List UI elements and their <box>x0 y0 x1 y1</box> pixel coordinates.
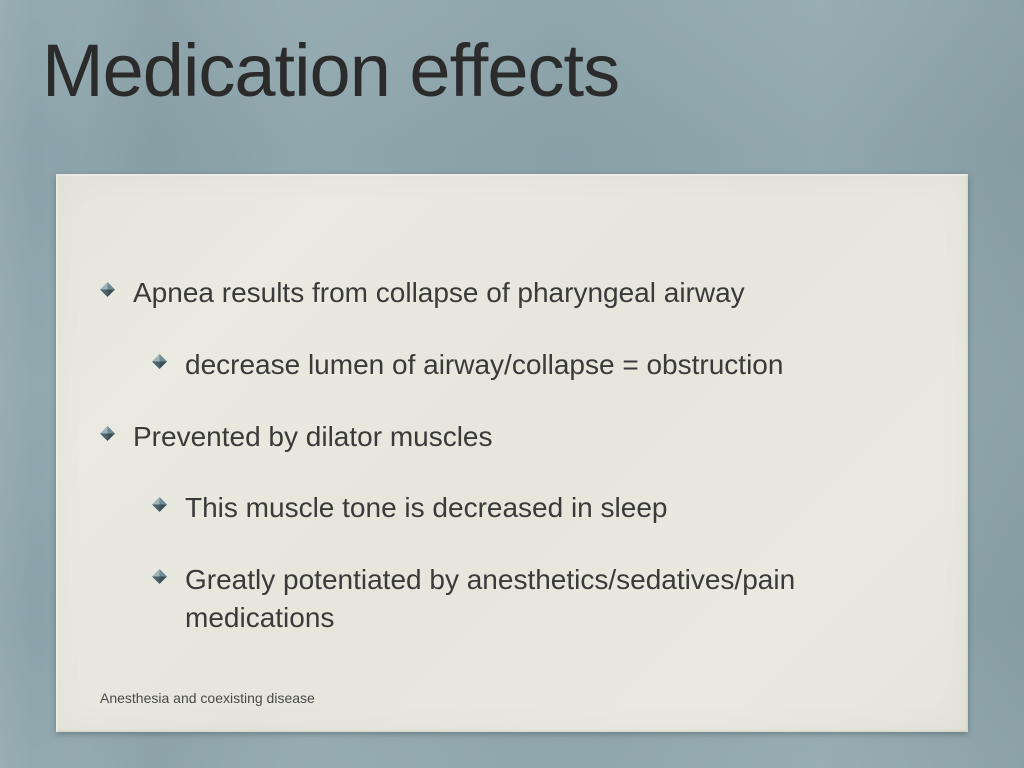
list-item: decrease lumen of airway/collapse = obst… <box>152 346 924 384</box>
diamond-bullet-icon <box>100 426 115 441</box>
bullet-text: Greatly potentiated by anesthetics/sedat… <box>185 561 924 637</box>
content-card: Apnea results from collapse of pharyngea… <box>56 174 968 732</box>
bullet-text: decrease lumen of airway/collapse = obst… <box>185 346 783 384</box>
list-item: Greatly potentiated by anesthetics/sedat… <box>152 561 924 637</box>
bullet-text: Apnea results from collapse of pharyngea… <box>133 274 745 312</box>
list-item: Apnea results from collapse of pharyngea… <box>100 274 924 312</box>
diamond-bullet-icon <box>100 282 115 297</box>
footnote-text: Anesthesia and coexisting disease <box>100 690 315 706</box>
bullet-text: This muscle tone is decreased in sleep <box>185 489 667 527</box>
diamond-bullet-icon <box>152 569 167 584</box>
bullet-text: Prevented by dilator muscles <box>133 418 493 456</box>
slide-title: Medication effects <box>42 28 619 113</box>
list-item: Prevented by dilator muscles <box>100 418 924 456</box>
diamond-bullet-icon <box>152 497 167 512</box>
list-item: This muscle tone is decreased in sleep <box>152 489 924 527</box>
diamond-bullet-icon <box>152 354 167 369</box>
